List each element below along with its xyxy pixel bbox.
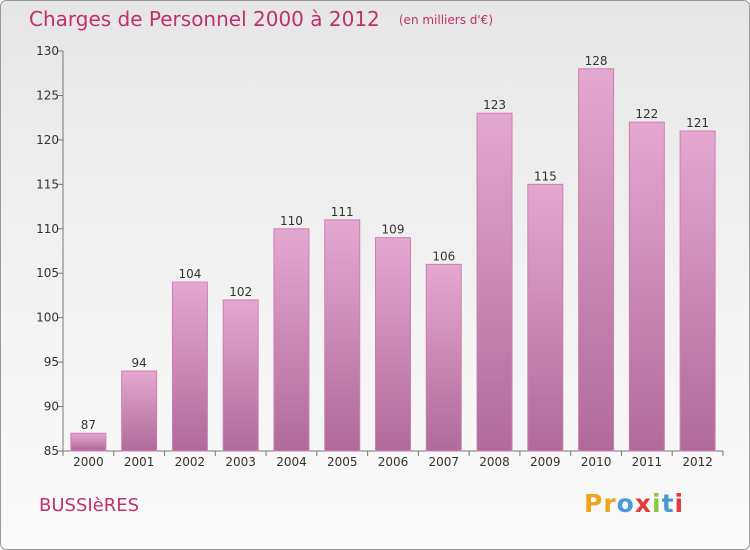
y-tick-label: 95	[44, 355, 59, 369]
chart-title: Charges de Personnel 2000 à 2012	[29, 7, 380, 31]
data-label: 102	[229, 285, 252, 299]
data-label: 111	[331, 205, 354, 219]
x-tick-label: 2010	[581, 455, 612, 469]
y-tick-label: 115	[36, 177, 59, 191]
logo-letter: i	[652, 489, 662, 518]
logo-letter: o	[616, 489, 635, 518]
data-label: 109	[382, 223, 405, 237]
bars	[70, 68, 716, 452]
y-tick-label: 130	[36, 44, 59, 58]
axes: 85 90 95 100 105 110 115 120 125 130 2000 2001 2002 2…	[36, 44, 724, 469]
x-tick-label: 2002	[175, 455, 206, 469]
y-tick-label: 105	[36, 266, 59, 280]
bar	[273, 228, 310, 452]
title-row: Charges de Personnel 2000 à 2012 (en mil…	[29, 7, 493, 31]
bar	[527, 183, 564, 452]
y-tick-label: 90	[44, 400, 59, 414]
x-tick-label: 2001	[124, 455, 155, 469]
data-label: 104	[178, 267, 201, 281]
logo-letter: r	[603, 489, 617, 518]
bar	[121, 370, 158, 452]
bar	[628, 121, 665, 452]
x-tick-label: 2005	[327, 455, 358, 469]
data-label: 110	[280, 214, 303, 228]
x-tick-label: 2012	[682, 455, 713, 469]
x-tick-label: 2009	[530, 455, 561, 469]
bar	[476, 112, 513, 452]
data-label: 115	[534, 169, 557, 183]
bar	[578, 68, 615, 452]
data-label: 128	[585, 54, 608, 68]
x-tick-label: 2004	[276, 455, 307, 469]
logo-letter: x	[634, 489, 652, 518]
data-label: 121	[686, 116, 709, 130]
x-tick-label: 2006	[378, 455, 409, 469]
bar-chart: 85 90 95 100 105 110 115 120 125 130 2000 2001 2002 2…	[36, 44, 724, 469]
data-label: 87	[81, 418, 96, 432]
bar	[324, 219, 361, 452]
y-tick-label: 85	[44, 444, 59, 458]
x-tick-label: 2000	[73, 455, 104, 469]
bar	[679, 130, 716, 452]
x-tick-label: 2011	[632, 455, 663, 469]
x-tick-label: 2008	[479, 455, 510, 469]
y-tick-label: 100	[36, 311, 59, 325]
commune-name: BUSSIèRES	[39, 495, 140, 516]
logo-letter: i	[674, 489, 685, 518]
bar	[222, 299, 259, 452]
bar	[425, 263, 462, 452]
data-labels: 87 94 104 102 110 111 109 106 123 115 128 122 121	[81, 54, 709, 432]
bar	[171, 281, 208, 452]
y-tick-label: 125	[36, 88, 59, 102]
data-label: 94	[132, 356, 147, 370]
x-tick-label: 2007	[428, 455, 459, 469]
proxiti-logo: Proxiti	[584, 489, 684, 518]
chart-subtitle: (en milliers d'€)	[398, 13, 493, 27]
data-label: 106	[432, 249, 455, 263]
x-tick-label: 2003	[225, 455, 256, 469]
y-tick-label: 120	[36, 133, 59, 147]
data-label: 122	[635, 107, 658, 121]
y-tick-label: 110	[36, 222, 59, 236]
logo-letter: t	[661, 489, 675, 518]
bar	[70, 432, 107, 452]
logo-letter: P	[584, 489, 604, 518]
data-label: 123	[483, 98, 506, 112]
bar	[375, 237, 411, 452]
